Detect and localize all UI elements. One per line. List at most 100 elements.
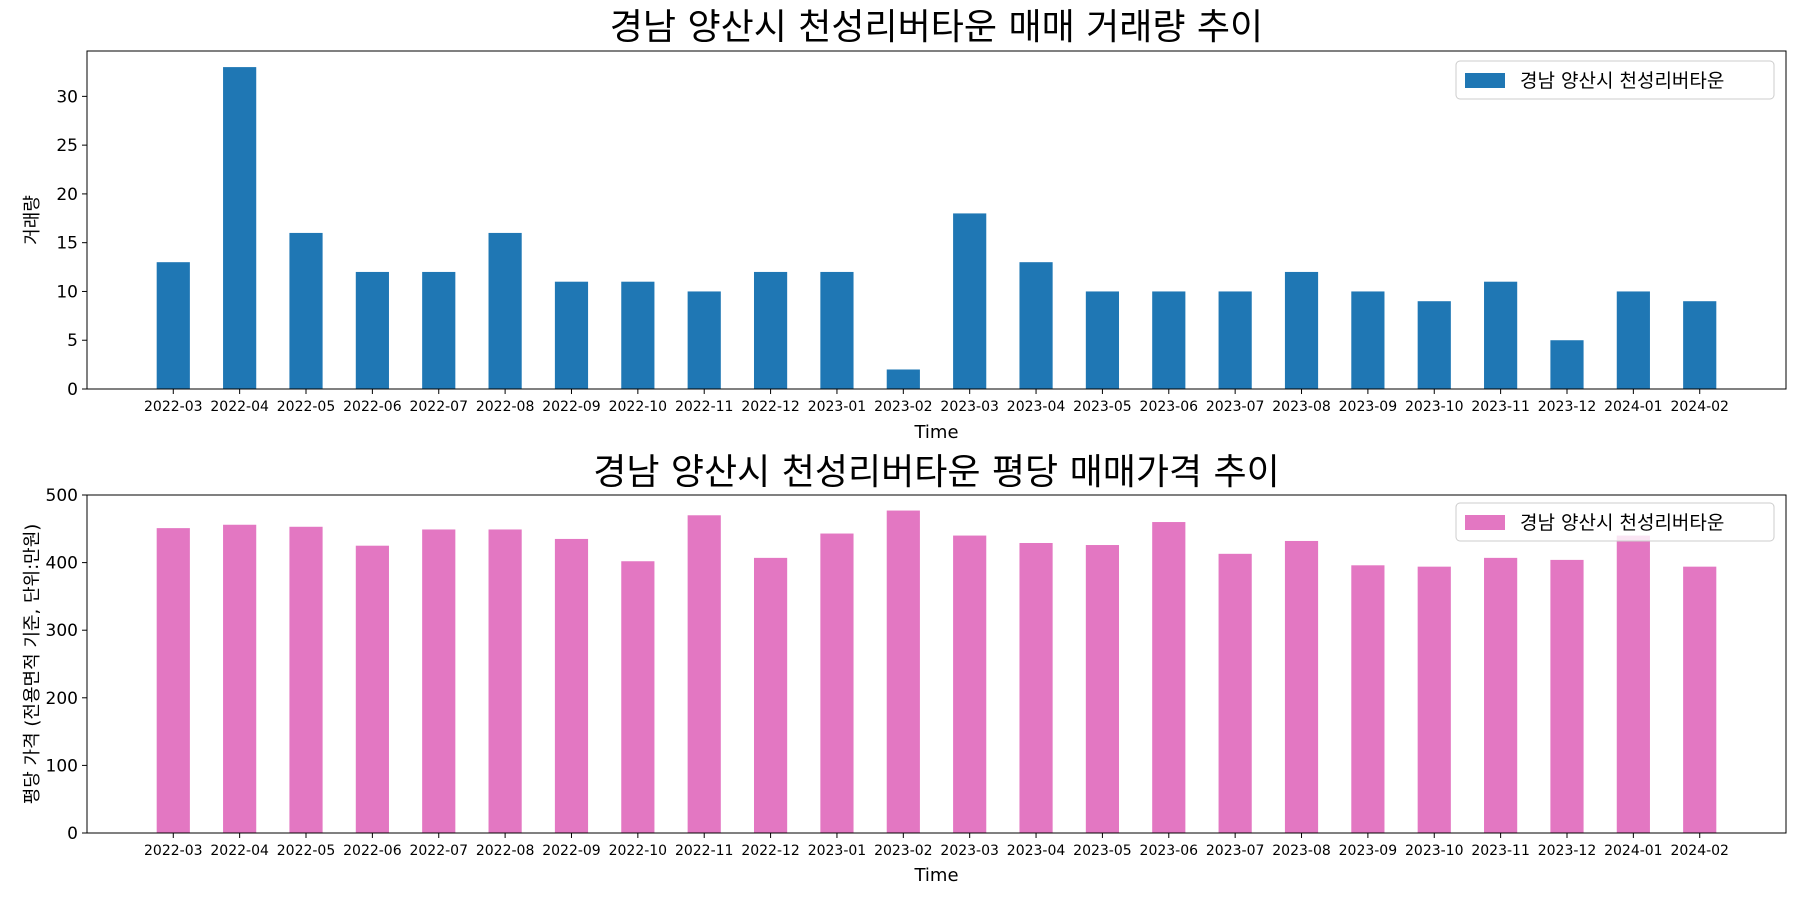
x-tick-label: 2023-07	[1206, 843, 1265, 859]
bar-2023-09	[1351, 291, 1385, 389]
y-axis-label: 거래량	[22, 195, 43, 245]
legend-label: 경남 양산시 천성리버타운	[1520, 70, 1724, 92]
bar-2022-07	[422, 271, 456, 389]
x-tick-label: 2023-11	[1471, 843, 1530, 859]
bar-2022-09	[554, 538, 589, 833]
y-tick-label: 0	[67, 824, 78, 844]
chart-title: 경남 양산시 천성리버타운 평당 매매가격 추이	[593, 452, 1280, 493]
x-tick-label: 2023-05	[1073, 399, 1132, 415]
bar-2023-08	[1284, 540, 1319, 833]
x-tick-label: 2023-05	[1073, 843, 1132, 859]
chart-volume: 경남 양산시 천성리버타운 매매 거래량 추이 0 5 10 15 20 25 30 2022-…	[22, 7, 1787, 443]
x-tick-label: 2022-04	[210, 843, 269, 859]
bar-2022-05	[289, 232, 323, 389]
bar-2023-03	[953, 535, 987, 833]
bar-2022-08	[488, 232, 522, 389]
x-tick-label: 2022-09	[542, 843, 601, 859]
x-axis-label: Time	[913, 865, 958, 886]
x-tick-label: 2023-09	[1339, 843, 1398, 859]
y-tick-label: 400	[46, 554, 78, 574]
bar-2024-02	[1683, 566, 1717, 833]
bar-2023-01	[820, 271, 854, 389]
y-tick-label: 25	[56, 136, 78, 156]
y-tick-label: 0	[67, 380, 78, 400]
x-tick-label: 2024-02	[1670, 399, 1729, 415]
bar-2022-10	[621, 281, 655, 389]
x-tick-label: 2023-07	[1206, 399, 1265, 415]
x-tick-label: 2023-06	[1140, 843, 1199, 859]
x-tick-label: 2022-09	[542, 399, 601, 415]
x-tick-label: 2022-05	[277, 843, 336, 859]
x-tick-label: 2023-04	[1007, 843, 1066, 859]
x-tick-label: 2023-10	[1405, 843, 1464, 859]
bar-2023-03	[953, 213, 987, 389]
bar-2022-05	[289, 526, 323, 833]
x-tick-label: 2022-11	[675, 843, 734, 859]
x-tick-label: 2022-05	[277, 399, 336, 415]
y-tick-label: 100	[46, 756, 78, 776]
x-tick-label: 2023-03	[940, 843, 999, 859]
y-tick-label: 15	[56, 234, 78, 254]
bar-2022-10	[621, 561, 655, 833]
bar-2023-04	[1019, 542, 1053, 833]
bar-2022-04	[223, 524, 257, 833]
bar-2023-10	[1417, 566, 1451, 833]
bar-2023-02	[886, 369, 920, 389]
y-tick-label: 5	[67, 331, 78, 351]
bar-2023-11	[1484, 557, 1518, 833]
x-tick-label: 2023-01	[808, 843, 867, 859]
bar-2023-06	[1152, 291, 1186, 389]
x-tick-label: 2022-03	[144, 843, 203, 859]
x-tick-label: 2023-08	[1272, 399, 1331, 415]
x-tick-label: 2022-12	[741, 399, 800, 415]
bar-2023-06	[1152, 522, 1186, 833]
bar-2023-10	[1417, 301, 1451, 389]
x-tick-label: 2023-11	[1471, 399, 1530, 415]
x-tick-label: 2023-06	[1140, 399, 1199, 415]
bar-2023-01	[820, 533, 854, 833]
x-tick-label: 2022-06	[343, 399, 402, 415]
bar-2022-12	[753, 271, 788, 389]
x-tick-label: 2023-01	[808, 399, 867, 415]
bar-2022-11	[687, 291, 721, 389]
y-tick-label: 200	[46, 689, 78, 709]
x-tick-label: 2023-04	[1007, 399, 1066, 415]
legend-box	[1455, 60, 1775, 100]
x-tick-label: 2022-06	[343, 843, 402, 859]
y-tick-label: 10	[56, 282, 78, 302]
bar-2023-12	[1550, 559, 1584, 833]
bar-2023-07	[1218, 291, 1252, 389]
bar-2022-12	[753, 557, 788, 833]
bar-2024-01	[1616, 535, 1650, 833]
x-tick-label: 2022-12	[741, 843, 800, 859]
x-tick-label: 2022-10	[609, 399, 668, 415]
x-tick-label: 2023-12	[1538, 399, 1597, 415]
bar-2022-04	[223, 67, 257, 389]
bar-2023-09	[1351, 565, 1385, 833]
x-tick-label: 2022-11	[675, 399, 734, 415]
x-axis-label: Time	[913, 422, 958, 443]
bar-2024-01	[1616, 291, 1650, 389]
bar-2022-06	[355, 545, 389, 833]
bar-2022-08	[488, 529, 522, 833]
x-tick-label: 2023-09	[1339, 399, 1398, 415]
legend: 경남 양산시 천성리버타운	[1455, 60, 1775, 100]
bar-2022-03	[156, 262, 190, 389]
chart-price: 경남 양산시 천성리버타운 평당 매매가격 추이 0 100 200 300 400 500…	[22, 452, 1787, 886]
bar-2022-09	[554, 281, 589, 389]
plot-frame	[86, 50, 1787, 390]
x-tick-label: 2023-12	[1538, 843, 1597, 859]
legend: 경남 양산시 천성리버타운	[1455, 502, 1775, 542]
y-tick-label: 300	[46, 621, 78, 641]
x-tick-label: 2024-01	[1604, 399, 1663, 415]
x-tick-label: 2022-04	[210, 399, 269, 415]
legend-swatch	[1465, 515, 1505, 530]
y-axis-label: 평당 가격 (전용면적 기준, 단위:만원)	[22, 524, 43, 805]
x-tick-label: 2023-08	[1272, 843, 1331, 859]
x-tick-label: 2023-03	[940, 399, 999, 415]
bar-2023-11	[1484, 281, 1518, 389]
x-tick-label: 2022-03	[144, 399, 203, 415]
x-tick-label: 2023-02	[874, 399, 933, 415]
chart-title: 경남 양산시 천성리버타운 매매 거래량 추이	[610, 7, 1263, 48]
